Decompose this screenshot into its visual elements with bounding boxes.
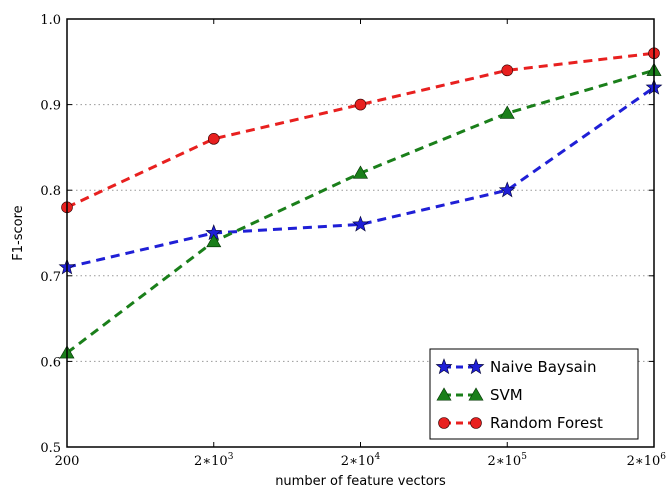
x-tick-label: 200: [55, 454, 80, 469]
series-line-random-forest: [66, 51, 655, 209]
data-point-naive-baysain: [498, 181, 516, 198]
x-tick-label: 2∗104: [341, 452, 381, 469]
x-tick-label: 2∗105: [488, 452, 528, 469]
legend-label-svm: SVM: [490, 386, 523, 404]
legend-marker-naive-baysain: [435, 358, 453, 375]
legend-marker-svm: [436, 387, 452, 401]
x-tick-label: 2∗103: [194, 452, 234, 469]
grid-lines: [67, 104, 654, 362]
x-tick-label: 2∗106: [627, 452, 667, 469]
legend-box: [429, 348, 639, 440]
legend: Naive Baysain SVM Random Forest: [429, 348, 639, 440]
data-point-random-forest: [501, 64, 514, 77]
data-point-svm: [206, 233, 222, 248]
series-line-svm: [66, 68, 655, 355]
legend-label-naive-baysain: Naive Baysain: [490, 358, 597, 376]
y-tick-label: 1.0: [40, 13, 61, 28]
data-point-random-forest: [207, 133, 220, 145]
y-tick-label: 0.7: [40, 270, 61, 285]
x-axis-label: number of feature vectors: [275, 474, 446, 489]
x-axis-ticks: 200 2∗103 2∗104 2∗105 2∗106: [55, 19, 667, 469]
data-point-svm: [352, 165, 369, 179]
legend-marker-random-forest: [470, 417, 482, 429]
legend-marker-random-forest: [438, 417, 450, 429]
legend-marker-naive-baysain: [467, 358, 485, 375]
series-lines: [66, 51, 655, 355]
y-tick-label: 0.5: [40, 441, 61, 456]
y-tick-label: 0.9: [40, 99, 61, 114]
data-point-svm: [499, 105, 515, 119]
data-point-naive-baysain: [352, 215, 369, 232]
data-point-random-forest: [354, 98, 367, 111]
y-axis-ticks: 0.5 0.6 0.7 0.8 0.9 1.0: [40, 13, 654, 456]
y-axis-label: F1-score: [11, 205, 26, 260]
legend-label-random-forest: Random Forest: [490, 414, 603, 432]
y-tick-label: 0.6: [40, 355, 61, 370]
series-markers: [58, 47, 663, 359]
legend-marker-svm: [468, 387, 484, 401]
y-tick-label: 0.8: [40, 184, 61, 199]
